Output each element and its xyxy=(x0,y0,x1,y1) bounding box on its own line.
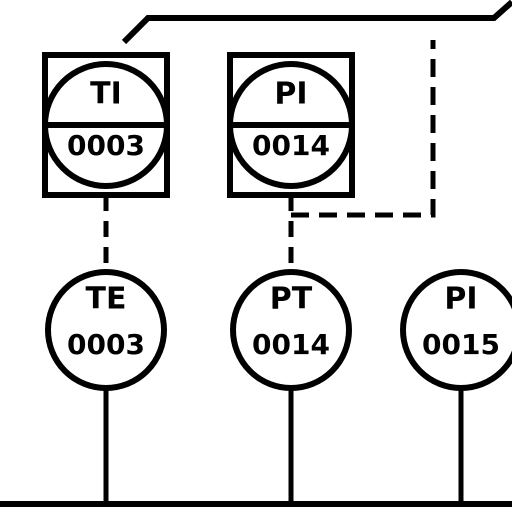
instrument-number: 0014 xyxy=(252,129,330,162)
instrument-number: 0003 xyxy=(67,129,145,162)
instrument-number: 0003 xyxy=(67,328,145,361)
instrument-pi-0015: PI 0015 xyxy=(400,269,512,391)
instrument-ti-0003: TI 0003 xyxy=(42,52,170,198)
instrument-te-0003: TE 0003 xyxy=(45,269,167,391)
signal-line-pt-offpage xyxy=(291,40,436,218)
instrument-function: PI xyxy=(274,77,307,112)
instrument-number: 0014 xyxy=(252,328,330,361)
instrument-pi-0014-panel: PI 0014 xyxy=(227,52,355,198)
instrument-number: 0015 xyxy=(422,328,500,361)
top-process-line xyxy=(121,0,512,45)
instrument-function: TE xyxy=(86,282,127,317)
instrument-function: PT xyxy=(270,282,313,317)
instrument-pt-0014: PT 0014 xyxy=(230,269,352,391)
instrument-function: PI xyxy=(444,282,477,317)
instrument-function: TI xyxy=(90,77,122,112)
